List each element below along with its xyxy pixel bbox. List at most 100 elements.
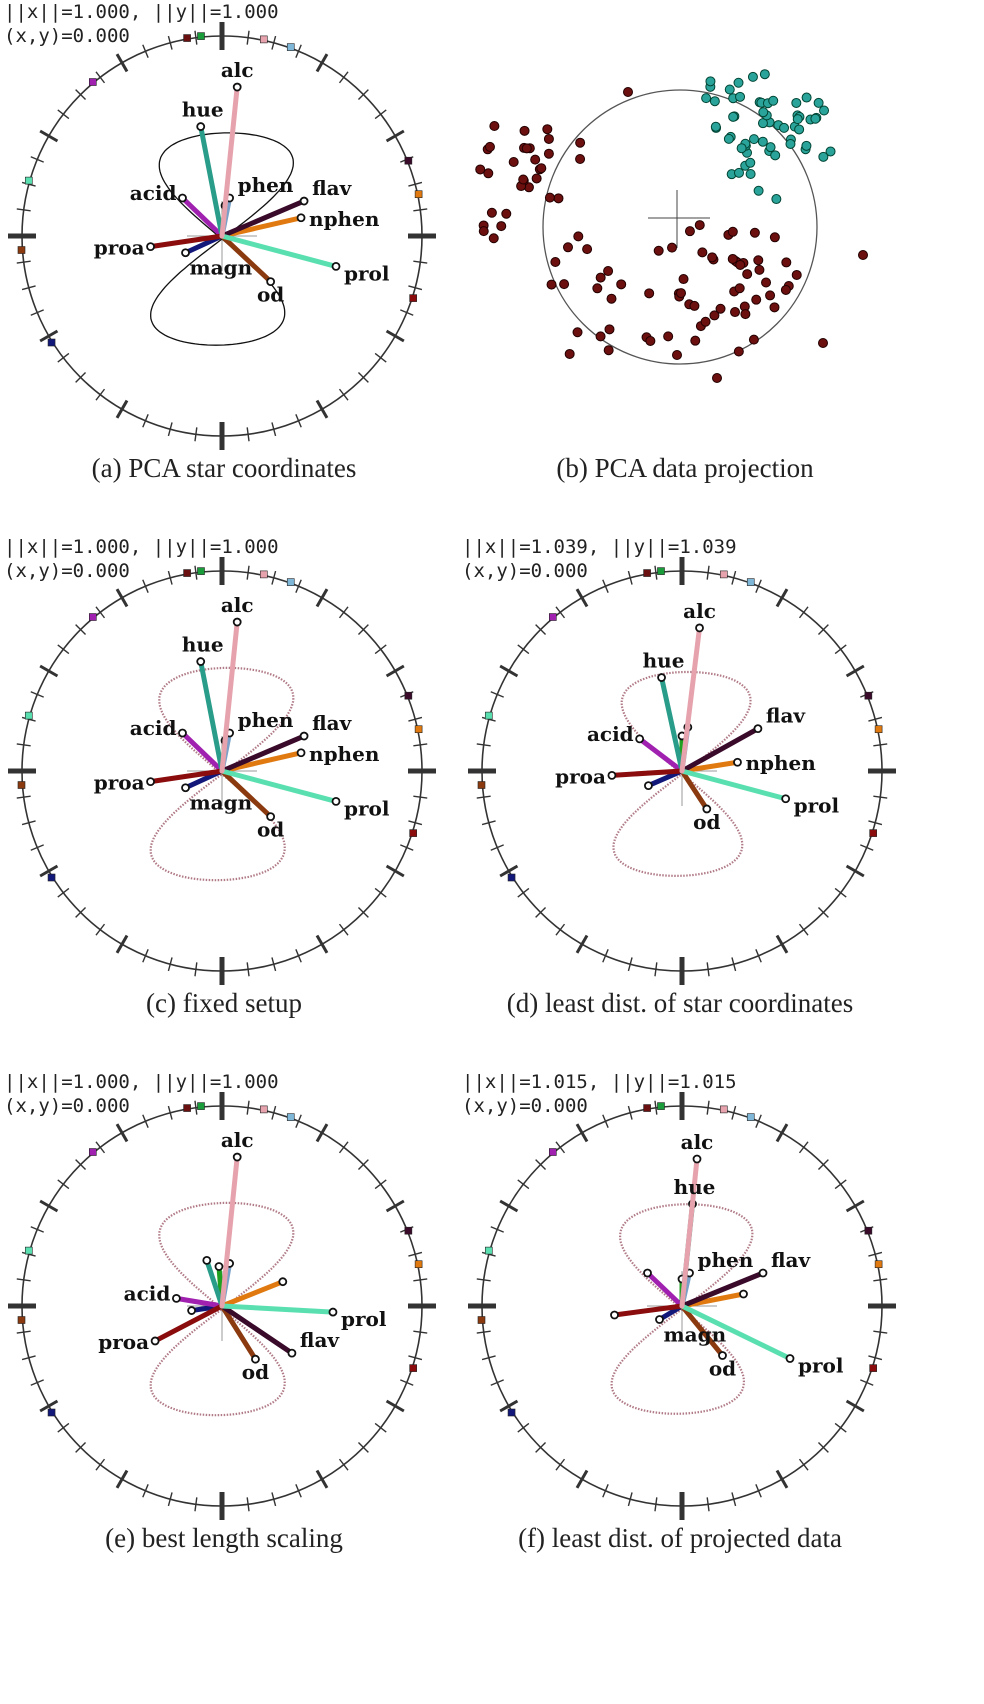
data-point bbox=[755, 265, 764, 274]
ring-tick bbox=[58, 1423, 69, 1432]
ring-tick bbox=[556, 924, 565, 935]
axis-handle-hue bbox=[203, 1257, 210, 1264]
ring-tick bbox=[247, 427, 249, 441]
ring-tick bbox=[247, 566, 249, 580]
data-point bbox=[780, 123, 789, 132]
data-point bbox=[645, 289, 654, 298]
data-point bbox=[746, 158, 755, 167]
data-points bbox=[476, 70, 868, 383]
axis-handle-acid bbox=[179, 195, 186, 202]
data-point bbox=[749, 135, 758, 144]
ring-tick bbox=[375, 1423, 386, 1432]
axis-marker-square bbox=[25, 712, 32, 719]
data-point bbox=[770, 233, 779, 242]
axis-label-proa: proa bbox=[94, 236, 145, 260]
star-coordinates-plot[interactable]: alc hue phen flav magn od prol bbox=[460, 1070, 920, 1520]
ring-tick bbox=[777, 1471, 787, 1488]
star-coordinates-plot[interactable]: alc hue flav nphen acid proa od prol bbox=[460, 535, 920, 985]
ring-tick bbox=[847, 866, 864, 876]
data-point bbox=[565, 349, 574, 358]
axis-marker-square bbox=[657, 568, 664, 575]
axis-vector-alc bbox=[222, 87, 237, 236]
data-point bbox=[698, 248, 707, 257]
data-point bbox=[811, 114, 820, 123]
axis-label-acid: acid bbox=[124, 1281, 171, 1305]
axis-handle-alc bbox=[234, 619, 241, 626]
ring-tick bbox=[96, 389, 105, 400]
ring-tick bbox=[873, 1279, 887, 1281]
ring-tick bbox=[577, 589, 587, 606]
axis-marker-square bbox=[549, 1149, 556, 1156]
ring-tick bbox=[317, 54, 327, 71]
ring-tick bbox=[17, 209, 31, 211]
ring-tick bbox=[707, 1497, 709, 1511]
axis-handle-flav bbox=[301, 198, 308, 205]
axis-handle-proa bbox=[152, 1337, 159, 1344]
ring-tick bbox=[518, 1423, 529, 1432]
axis-handle-acid bbox=[179, 730, 186, 737]
ring-tick bbox=[58, 110, 69, 119]
panel-a: ||x||=1.000, ||y||=1.000 (x,y)=0.000 alc… bbox=[0, 0, 460, 540]
axis-handle-prol bbox=[333, 798, 340, 805]
ring-tick bbox=[339, 72, 348, 83]
data-point bbox=[560, 280, 569, 289]
star-coordinates-plot[interactable]: alc flav acid proa od prol bbox=[0, 1070, 460, 1520]
projection-unit-circle bbox=[543, 90, 817, 364]
data-point bbox=[762, 278, 771, 287]
ring-tick bbox=[195, 427, 197, 441]
ring-tick bbox=[873, 1331, 887, 1333]
ring-tick bbox=[117, 589, 127, 606]
data-point bbox=[596, 332, 605, 341]
axis-marker-square bbox=[184, 570, 191, 577]
ring-tick bbox=[413, 1279, 427, 1281]
axis-handle-magn bbox=[645, 782, 652, 789]
data-point bbox=[685, 227, 694, 236]
ring-tick bbox=[655, 566, 657, 580]
data-projection-plot[interactable] bbox=[460, 0, 984, 450]
data-point bbox=[664, 332, 673, 341]
data-point bbox=[690, 301, 699, 310]
axis-vector-nphen bbox=[222, 1282, 283, 1306]
axis-label-alc: alc bbox=[683, 599, 716, 623]
ring-tick bbox=[339, 924, 348, 935]
data-point bbox=[802, 141, 811, 150]
ring-tick bbox=[117, 936, 127, 953]
ring-tick bbox=[707, 566, 709, 580]
axis-label-prol: prol bbox=[344, 796, 390, 820]
axis-label-magn: magn bbox=[664, 1323, 727, 1347]
axis-marker-square bbox=[89, 614, 96, 621]
ring-tick bbox=[556, 1459, 565, 1470]
axis-marker-square bbox=[184, 35, 191, 42]
data-point bbox=[859, 251, 868, 260]
axis-label-hue: hue bbox=[643, 649, 685, 673]
data-point bbox=[485, 142, 494, 151]
axis-label-proa: proa bbox=[98, 1330, 149, 1354]
axis-marker-square bbox=[747, 579, 754, 586]
ring-tick bbox=[655, 1497, 657, 1511]
ring-tick bbox=[117, 54, 127, 71]
data-point bbox=[537, 164, 546, 173]
ring-tick bbox=[518, 1180, 529, 1189]
data-point bbox=[711, 122, 720, 131]
ring-tick bbox=[777, 1124, 787, 1141]
axis-marker-square bbox=[720, 1106, 727, 1113]
axis-handle-prol bbox=[782, 795, 789, 802]
axis-marker-square bbox=[197, 1103, 204, 1110]
ring-tick bbox=[518, 645, 529, 654]
axis-marker-square bbox=[410, 1365, 417, 1372]
data-point bbox=[750, 228, 759, 237]
caption-c: (c) fixed setup bbox=[0, 988, 448, 1019]
data-point bbox=[702, 94, 711, 103]
ring-tick bbox=[339, 389, 348, 400]
axis-label-magn: magn bbox=[190, 791, 253, 815]
axis-vector-alc bbox=[682, 628, 700, 771]
ring-tick bbox=[707, 962, 709, 976]
axis-handle-prol bbox=[787, 1355, 794, 1362]
data-point bbox=[736, 92, 745, 101]
data-point bbox=[769, 96, 778, 105]
ring-tick bbox=[413, 744, 427, 746]
ring-tick bbox=[873, 796, 887, 798]
data-point bbox=[748, 72, 757, 81]
